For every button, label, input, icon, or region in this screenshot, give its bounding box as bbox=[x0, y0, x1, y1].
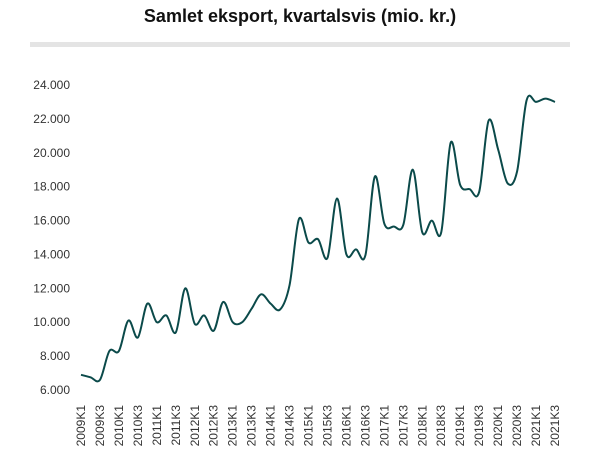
x-tick-label: 2020K3 bbox=[510, 405, 524, 447]
x-tick-label: 2017K3 bbox=[396, 405, 410, 447]
y-tick-label: 12.000 bbox=[33, 281, 70, 295]
x-tick-label: 2016K1 bbox=[339, 405, 353, 447]
y-tick-label: 6.000 bbox=[40, 383, 70, 397]
x-tick-label: 2013K1 bbox=[226, 405, 240, 447]
x-tick-label: 2021K3 bbox=[548, 405, 562, 447]
title-divider bbox=[30, 42, 570, 47]
y-tick-label: 18.000 bbox=[33, 180, 70, 194]
x-tick-label: 2015K3 bbox=[320, 405, 334, 447]
x-tick-label: 2013K3 bbox=[245, 405, 259, 447]
x-tick-label: 2015K1 bbox=[302, 405, 316, 447]
y-tick-label: 24.000 bbox=[33, 78, 70, 92]
x-tick-label: 2012K3 bbox=[207, 405, 221, 447]
x-tick-label: 2018K3 bbox=[434, 405, 448, 447]
x-tick-label: 2014K1 bbox=[264, 405, 278, 447]
series-line bbox=[80, 94, 556, 383]
x-tick-label: 2012K1 bbox=[188, 405, 202, 447]
x-tick-label: 2019K3 bbox=[472, 405, 486, 447]
y-tick-label: 8.000 bbox=[40, 349, 70, 363]
x-tick-label: 2016K3 bbox=[358, 405, 372, 447]
x-tick-label: 2021K1 bbox=[529, 405, 543, 447]
x-tick-label: 2011K3 bbox=[169, 405, 183, 446]
x-tick-label: 2011K1 bbox=[150, 405, 164, 446]
x-tick-label: 2014K3 bbox=[283, 405, 297, 447]
x-tick-label: 2020K1 bbox=[491, 405, 505, 447]
y-tick-label: 14.000 bbox=[33, 247, 70, 261]
x-tick-label: 2009K3 bbox=[93, 405, 107, 447]
chart-title: Samlet eksport, kvartalsvis (mio. kr.) bbox=[143, 6, 457, 26]
y-tick-label: 22.000 bbox=[33, 112, 70, 126]
x-tick-label: 2019K1 bbox=[453, 405, 467, 447]
y-tick-label: 20.000 bbox=[33, 146, 70, 160]
y-tick-label: 16.000 bbox=[33, 214, 70, 228]
x-tick-label: 2010K3 bbox=[131, 405, 145, 447]
x-tick-label: 2018K1 bbox=[415, 405, 429, 447]
x-tick-label: 2017K1 bbox=[377, 405, 391, 447]
x-tick-label: 2010K1 bbox=[112, 405, 126, 447]
x-tick-label: 2009K1 bbox=[74, 405, 88, 447]
y-tick-label: 10.000 bbox=[33, 315, 70, 329]
